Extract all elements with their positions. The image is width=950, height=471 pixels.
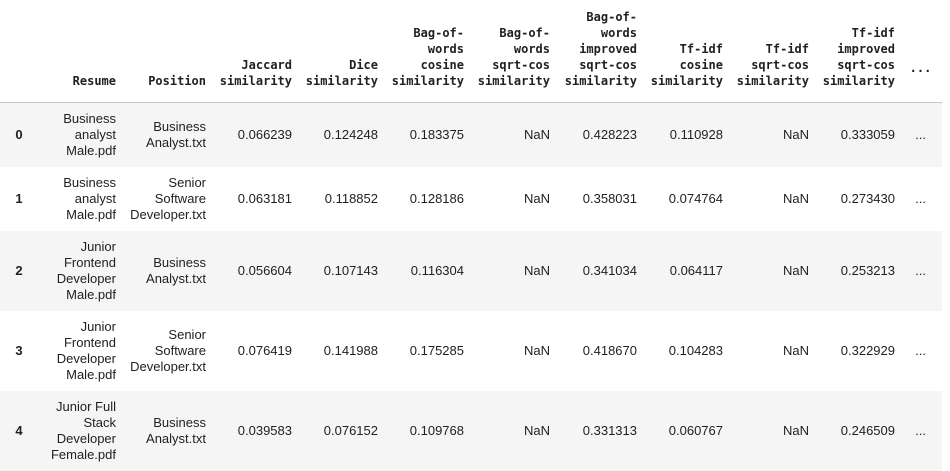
cell-resume: Business analyst Male.pdf bbox=[63, 110, 116, 158]
cell-bow-sqrt-cos: NaN bbox=[523, 190, 550, 206]
cell-ellipsis: ... bbox=[915, 342, 926, 358]
cell-tfidf-cosine: 0.104283 bbox=[668, 342, 723, 358]
column-header-dice: Dice similarity bbox=[298, 0, 384, 103]
table-row: 1 Business analyst Male.pdf Senior Softw… bbox=[0, 167, 942, 231]
cell-ellipsis: ... bbox=[915, 190, 926, 206]
column-header-resume: Resume bbox=[38, 0, 122, 103]
table-row: 3 Junior Frontend Developer Male.pdf Sen… bbox=[0, 311, 942, 391]
cell-dice: 0.076152 bbox=[323, 422, 378, 438]
column-header-position: Position bbox=[122, 0, 212, 103]
cell-resume: Junior Frontend Developer Male.pdf bbox=[56, 318, 116, 382]
cell-bow-improved-sqrt-cos: 0.358031 bbox=[582, 190, 637, 206]
cell-jaccard: 0.063181 bbox=[237, 190, 292, 206]
cell-bow-sqrt-cos: NaN bbox=[523, 422, 550, 438]
cell-bow-improved-sqrt-cos: 0.428223 bbox=[582, 126, 637, 142]
cell-tfidf-sqrt-cos: NaN bbox=[782, 190, 809, 206]
column-header-ellipsis: ... bbox=[901, 0, 942, 103]
cell-position: Business Analyst.txt bbox=[146, 254, 206, 286]
index-header bbox=[0, 0, 38, 103]
cell-position: Senior Software Developer.txt bbox=[130, 326, 206, 374]
cell-tfidf-sqrt-cos: NaN bbox=[782, 126, 809, 142]
cell-tfidf-sqrt-cos: NaN bbox=[782, 342, 809, 358]
cell-bow-sqrt-cos: NaN bbox=[523, 342, 550, 358]
cell-position: Senior Software Developer.txt bbox=[130, 174, 206, 222]
cell-jaccard: 0.076419 bbox=[237, 342, 292, 358]
cell-tfidf-improved-sqrt-cos: 0.333059 bbox=[840, 126, 895, 142]
cell-dice: 0.107143 bbox=[323, 262, 378, 278]
cell-dice: 0.141988 bbox=[323, 342, 378, 358]
cell-bow-sqrt-cos: NaN bbox=[523, 126, 550, 142]
cell-dice: 0.118852 bbox=[324, 190, 378, 206]
cell-bow-cosine: 0.128186 bbox=[409, 190, 464, 206]
cell-bow-improved-sqrt-cos: 0.331313 bbox=[582, 422, 637, 438]
table-row: 2 Junior Frontend Developer Male.pdf Bus… bbox=[0, 230, 942, 311]
cell-resume: Junior Full Stack Developer Female.pdf bbox=[50, 398, 116, 462]
column-header-bow-sqrt-cos: Bag-of- words sqrt-cos similarity bbox=[470, 0, 556, 103]
table-row: 4 Junior Full Stack Developer Female.pdf… bbox=[0, 390, 942, 471]
cell-tfidf-improved-sqrt-cos: 0.253213 bbox=[840, 262, 895, 278]
column-header-tfidf-cosine: Tf-idf cosine similarity bbox=[643, 0, 729, 103]
row-index: 1 bbox=[15, 190, 23, 206]
cell-resume: Business analyst Male.pdf bbox=[63, 174, 116, 222]
cell-ellipsis: ... bbox=[915, 126, 926, 142]
cell-tfidf-improved-sqrt-cos: 0.246509 bbox=[840, 422, 895, 438]
column-header-bow-improved-sqrt-cos: Bag-of- words improved sqrt-cos similari… bbox=[556, 0, 643, 103]
cell-tfidf-sqrt-cos: NaN bbox=[782, 422, 809, 438]
row-index: 4 bbox=[15, 422, 23, 438]
cell-position: Business Analyst.txt bbox=[146, 118, 206, 150]
cell-bow-sqrt-cos: NaN bbox=[523, 262, 550, 278]
cell-bow-improved-sqrt-cos: 0.418670 bbox=[582, 342, 637, 358]
cell-resume: Junior Frontend Developer Male.pdf bbox=[56, 238, 116, 302]
cell-bow-cosine: 0.183375 bbox=[409, 126, 464, 142]
column-header-tfidf-sqrt-cos: Tf-idf sqrt-cos similarity bbox=[729, 0, 815, 103]
cell-tfidf-cosine: 0.064117 bbox=[669, 262, 723, 278]
cell-ellipsis: ... bbox=[915, 422, 926, 438]
cell-bow-cosine: 0.175285 bbox=[409, 342, 464, 358]
column-header-tfidf-improved-sqrt-cos: Tf-idf improved sqrt-cos similarity bbox=[815, 0, 901, 103]
table-row: 0 Business analyst Male.pdf Business Ana… bbox=[0, 102, 942, 167]
cell-jaccard: 0.056604 bbox=[237, 262, 292, 278]
row-index: 2 bbox=[15, 262, 23, 278]
cell-tfidf-improved-sqrt-cos: 0.273430 bbox=[840, 190, 895, 206]
cell-tfidf-sqrt-cos: NaN bbox=[782, 262, 809, 278]
cell-jaccard: 0.039583 bbox=[237, 422, 292, 438]
cell-bow-cosine: 0.109768 bbox=[409, 422, 464, 438]
cell-ellipsis: ... bbox=[915, 262, 926, 278]
cell-bow-improved-sqrt-cos: 0.341034 bbox=[582, 262, 637, 278]
cell-tfidf-cosine: 0.074764 bbox=[668, 190, 723, 206]
header-row: Resume Position Jaccard similarity Dice … bbox=[0, 0, 942, 103]
cell-tfidf-improved-sqrt-cos: 0.322929 bbox=[840, 342, 895, 358]
cell-tfidf-cosine: 0.110928 bbox=[669, 126, 723, 142]
cell-bow-cosine: 0.116304 bbox=[410, 262, 464, 278]
cell-dice: 0.124248 bbox=[323, 126, 378, 142]
cell-position: Business Analyst.txt bbox=[146, 414, 206, 446]
row-index: 3 bbox=[15, 342, 23, 358]
row-index: 0 bbox=[15, 126, 23, 142]
cell-jaccard: 0.066239 bbox=[237, 126, 292, 142]
column-header-bow-cosine: Bag-of- words cosine similarity bbox=[384, 0, 470, 103]
column-header-jaccard: Jaccard similarity bbox=[212, 0, 298, 103]
cell-tfidf-cosine: 0.060767 bbox=[668, 422, 723, 438]
